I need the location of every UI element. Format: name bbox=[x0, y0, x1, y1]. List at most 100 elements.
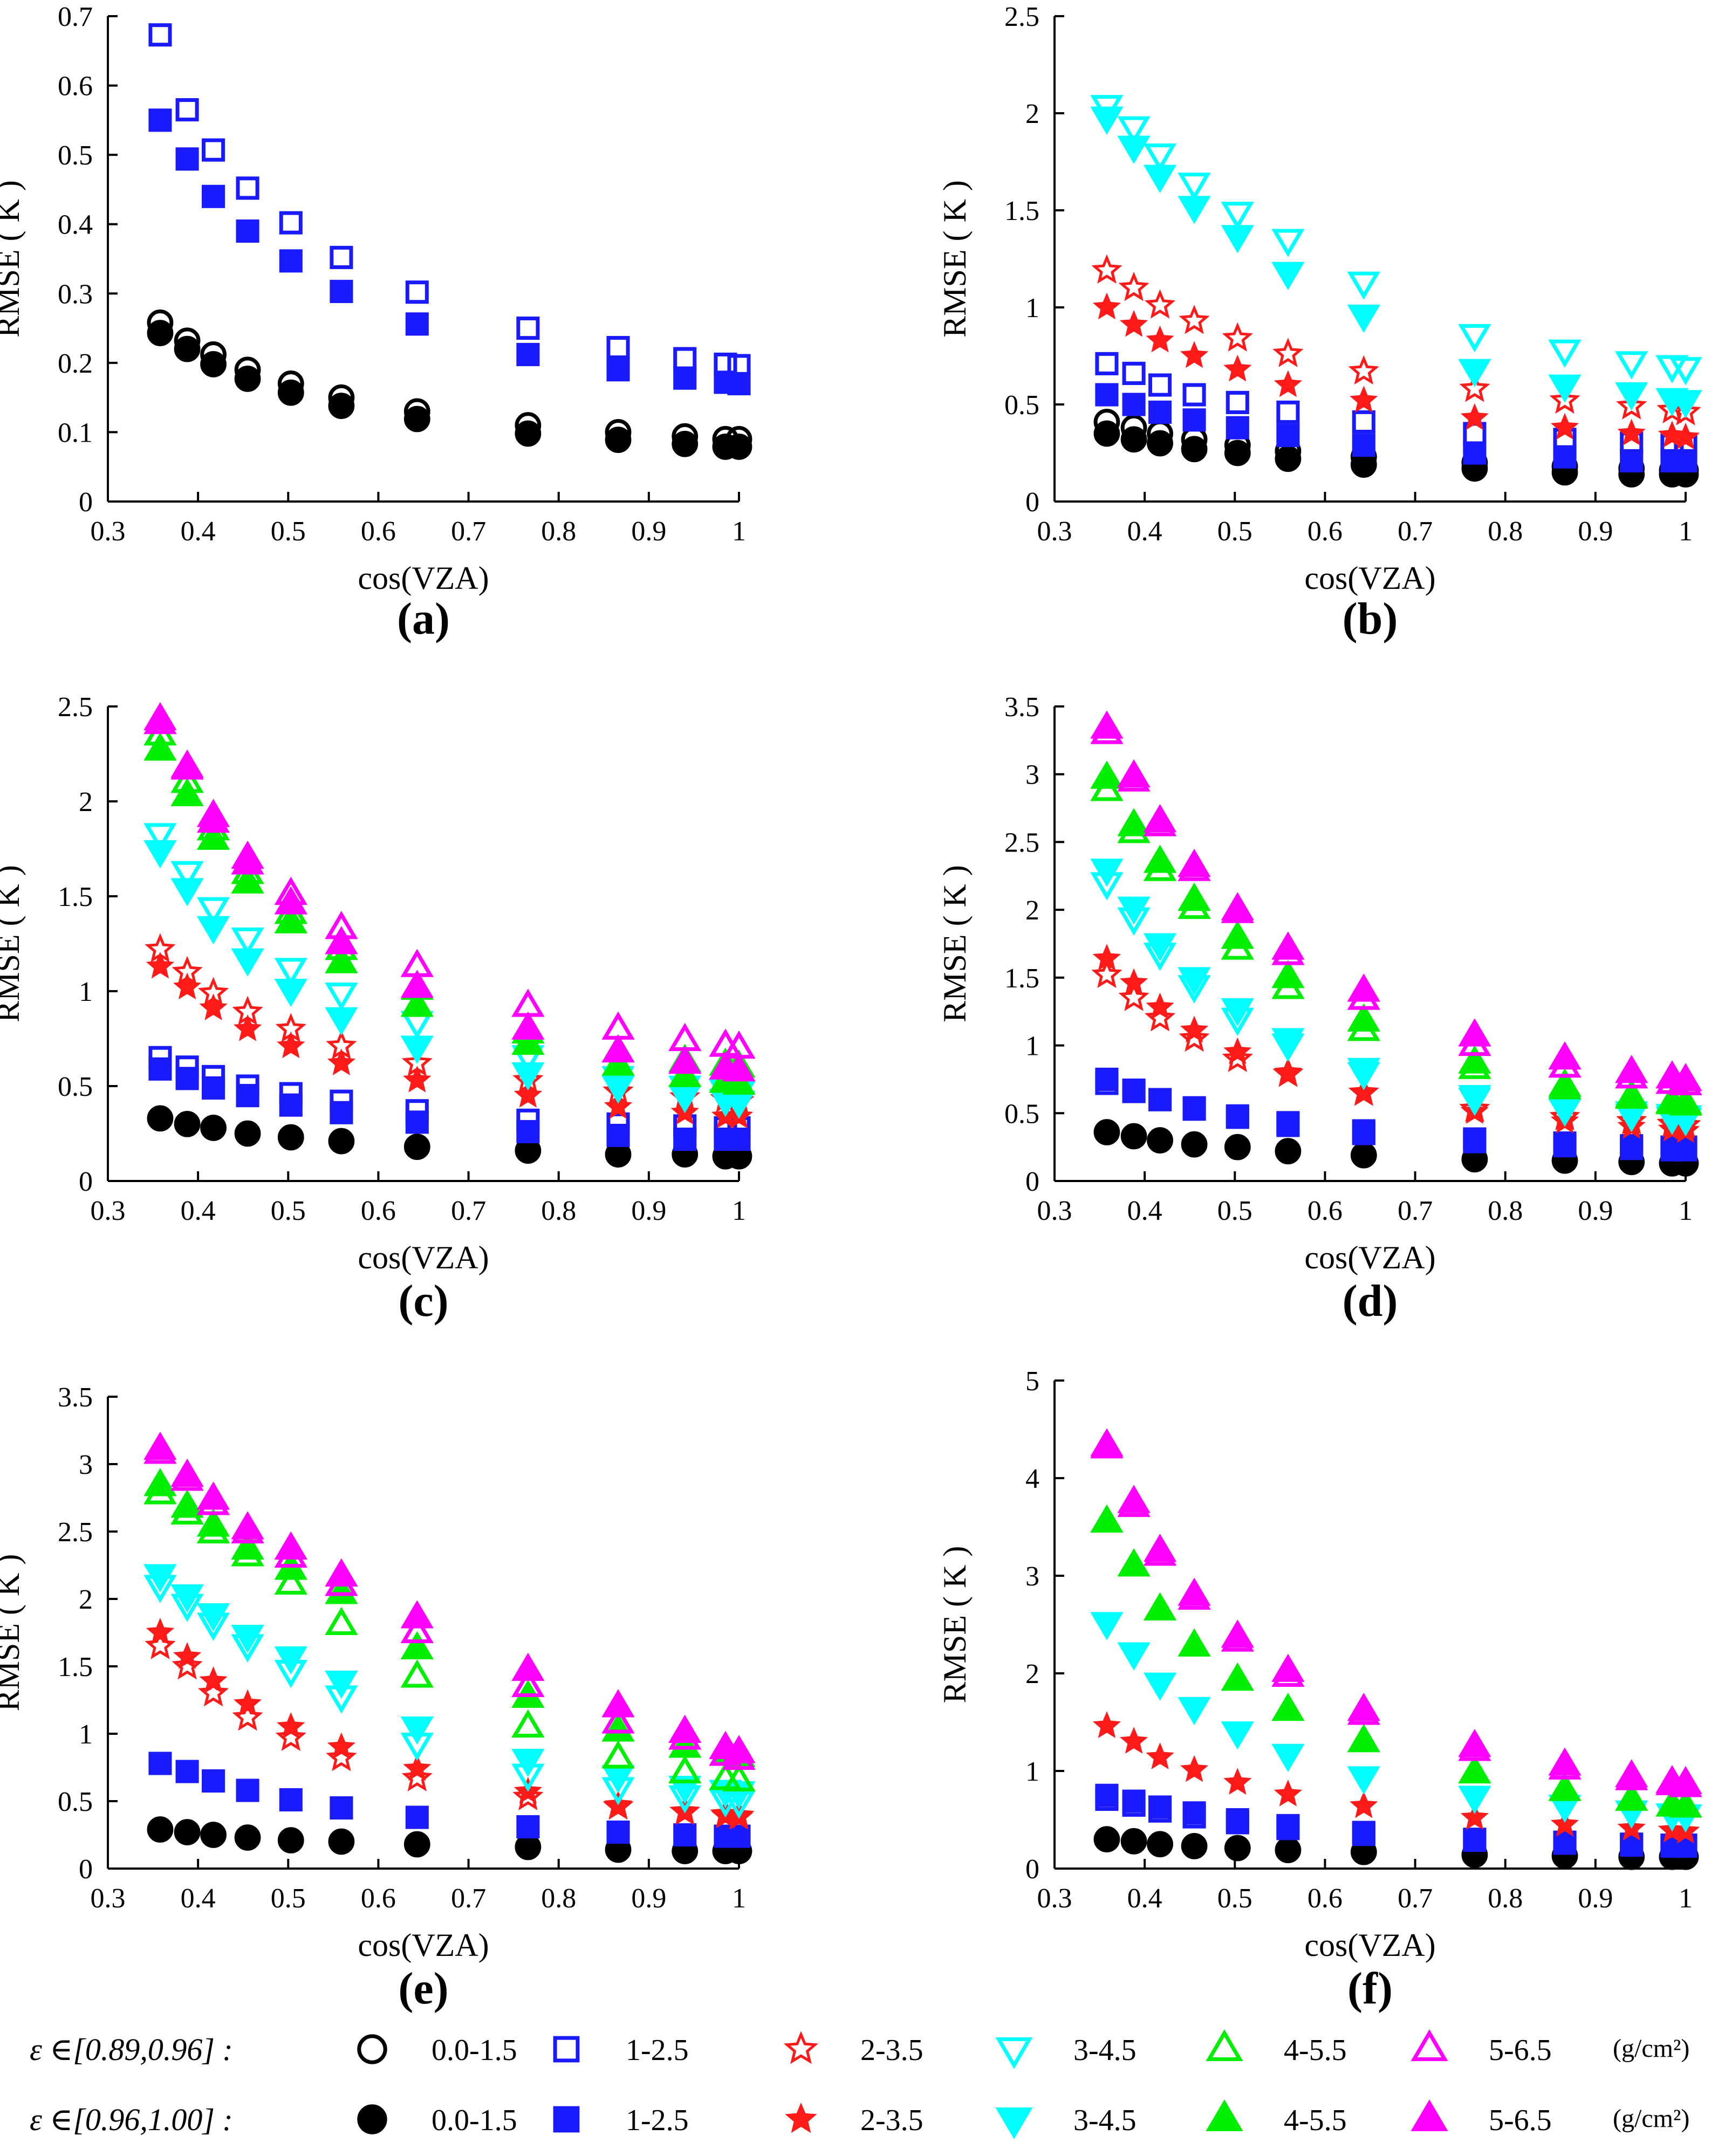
data-point bbox=[148, 1752, 172, 1775]
legend-marker bbox=[1411, 2099, 1448, 2132]
chart-panel-d: 0.3 0.4 0.5 0.6 0.7 0.8 0.9 1 0 0.5 1 1.5 2 2.5 3 3.5 co… bbox=[937, 692, 1702, 1326]
y-tick-label: 2 bbox=[1025, 895, 1039, 926]
x-tick-label: 1 bbox=[732, 1883, 746, 1914]
data-point bbox=[1226, 1106, 1249, 1129]
x-tick-label: 0.8 bbox=[541, 1196, 576, 1226]
data-point bbox=[1352, 434, 1375, 457]
data-point bbox=[1221, 998, 1254, 1027]
legend-marker bbox=[553, 2106, 580, 2133]
data-point bbox=[1148, 1088, 1172, 1111]
data-point bbox=[405, 1110, 429, 1134]
x-tick-label: 0.9 bbox=[1578, 516, 1613, 547]
data-point bbox=[1091, 958, 1122, 988]
data-point bbox=[1117, 808, 1151, 836]
data-point bbox=[511, 1669, 545, 1698]
data-point bbox=[236, 1779, 259, 1802]
data-point bbox=[601, 1075, 635, 1104]
data-point bbox=[174, 335, 201, 362]
data-point bbox=[143, 1431, 177, 1460]
x-tick-label: 0.7 bbox=[1398, 1883, 1433, 1914]
data-point bbox=[279, 1093, 303, 1117]
data-point bbox=[1119, 1727, 1148, 1754]
data-point bbox=[1221, 892, 1254, 921]
x-tick-label: 1 bbox=[732, 516, 746, 547]
x-tick-label: 0.3 bbox=[1037, 1883, 1072, 1914]
y-tick-label: 3 bbox=[1025, 1561, 1039, 1592]
data-point bbox=[1122, 1789, 1146, 1813]
data-point bbox=[1143, 164, 1177, 193]
series-1-2-5-filled bbox=[148, 1752, 751, 1848]
legend-range-label: 5-6.5 bbox=[1489, 2104, 1552, 2137]
data-point bbox=[1178, 196, 1211, 224]
data-point bbox=[601, 1705, 635, 1734]
data-point bbox=[1095, 1067, 1119, 1091]
legend-marker bbox=[357, 2034, 387, 2064]
legend-item-0-0-1-5: 0.0-1.5 bbox=[357, 2104, 517, 2137]
data-point bbox=[722, 1066, 756, 1095]
x-tick-label: 0.6 bbox=[361, 516, 396, 547]
data-point bbox=[1458, 324, 1491, 353]
data-point bbox=[1458, 1045, 1491, 1074]
data-point bbox=[1347, 1003, 1380, 1032]
data-point bbox=[1348, 355, 1379, 385]
x-tick-label: 0.3 bbox=[91, 516, 126, 547]
data-point bbox=[400, 988, 434, 1017]
data-point bbox=[1180, 1015, 1209, 1043]
data-point bbox=[1148, 373, 1172, 397]
data-point bbox=[1118, 271, 1149, 301]
data-point bbox=[275, 1721, 306, 1751]
data-point bbox=[668, 1755, 702, 1784]
data-point bbox=[1272, 338, 1304, 367]
data-point bbox=[147, 1105, 174, 1132]
data-point bbox=[173, 1642, 202, 1669]
y-tick-label: 1 bbox=[79, 977, 93, 1007]
data-point bbox=[1350, 1791, 1378, 1818]
data-point bbox=[1178, 848, 1211, 877]
chart-panel-b: 0.3 0.4 0.5 0.6 0.7 0.8 0.9 1 0 0.5 1 1.5 2 2.5 cos(VZ… bbox=[937, 2, 1702, 644]
data-point bbox=[1224, 440, 1251, 466]
data-point bbox=[1350, 1142, 1377, 1169]
data-point bbox=[1178, 1628, 1211, 1657]
y-tick-label: 0 bbox=[79, 1166, 93, 1197]
x-tick-label: 0.8 bbox=[1488, 516, 1523, 547]
data-point bbox=[1117, 116, 1151, 145]
data-point bbox=[1347, 304, 1380, 333]
data-point bbox=[515, 420, 542, 447]
data-point bbox=[199, 993, 228, 1020]
x-axis-label: cos(VZA) bbox=[358, 1240, 489, 1275]
data-point bbox=[1620, 1137, 1644, 1161]
data-point bbox=[1143, 844, 1177, 873]
legend-row-filled: ε ∈[0.96,1.00] : 0.0-1.5 1-2.5 2-3.5 3-4.5 4-… bbox=[30, 2099, 1689, 2139]
data-point bbox=[202, 184, 225, 208]
y-tick-label: 2 bbox=[79, 787, 93, 818]
data-point bbox=[606, 1820, 630, 1844]
series-1-2-5-filled bbox=[1095, 1067, 1697, 1162]
data-point bbox=[1350, 1078, 1378, 1105]
data-point bbox=[1271, 1653, 1305, 1682]
x-tick-label: 1 bbox=[1679, 1196, 1693, 1226]
series-3-4-5-open bbox=[1090, 95, 1702, 386]
y-tick-label: 2.5 bbox=[58, 1517, 93, 1548]
data-point bbox=[236, 176, 259, 200]
data-point bbox=[175, 1067, 199, 1090]
legend-marker bbox=[783, 2031, 819, 2064]
data-point bbox=[1222, 322, 1253, 352]
data-point bbox=[511, 1011, 545, 1040]
y-tick-label: 5 bbox=[1025, 1366, 1039, 1397]
x-tick-label: 0.3 bbox=[91, 1196, 126, 1226]
data-point bbox=[1275, 1138, 1302, 1165]
data-point bbox=[1119, 968, 1148, 995]
data-point bbox=[1093, 1826, 1120, 1853]
data-point bbox=[202, 1076, 225, 1100]
y-tick-label: 0.6 bbox=[58, 71, 93, 102]
data-point bbox=[1226, 390, 1249, 414]
legend-item-1-2-5: 1-2.5 bbox=[553, 2034, 689, 2067]
data-point bbox=[279, 249, 303, 273]
data-point bbox=[233, 1014, 262, 1041]
data-point bbox=[148, 108, 172, 132]
data-point bbox=[326, 1741, 357, 1772]
data-point bbox=[330, 279, 353, 303]
data-point bbox=[1182, 408, 1206, 432]
legend-item-1-2-5: 1-2.5 bbox=[553, 2104, 689, 2137]
data-point bbox=[1117, 896, 1151, 925]
